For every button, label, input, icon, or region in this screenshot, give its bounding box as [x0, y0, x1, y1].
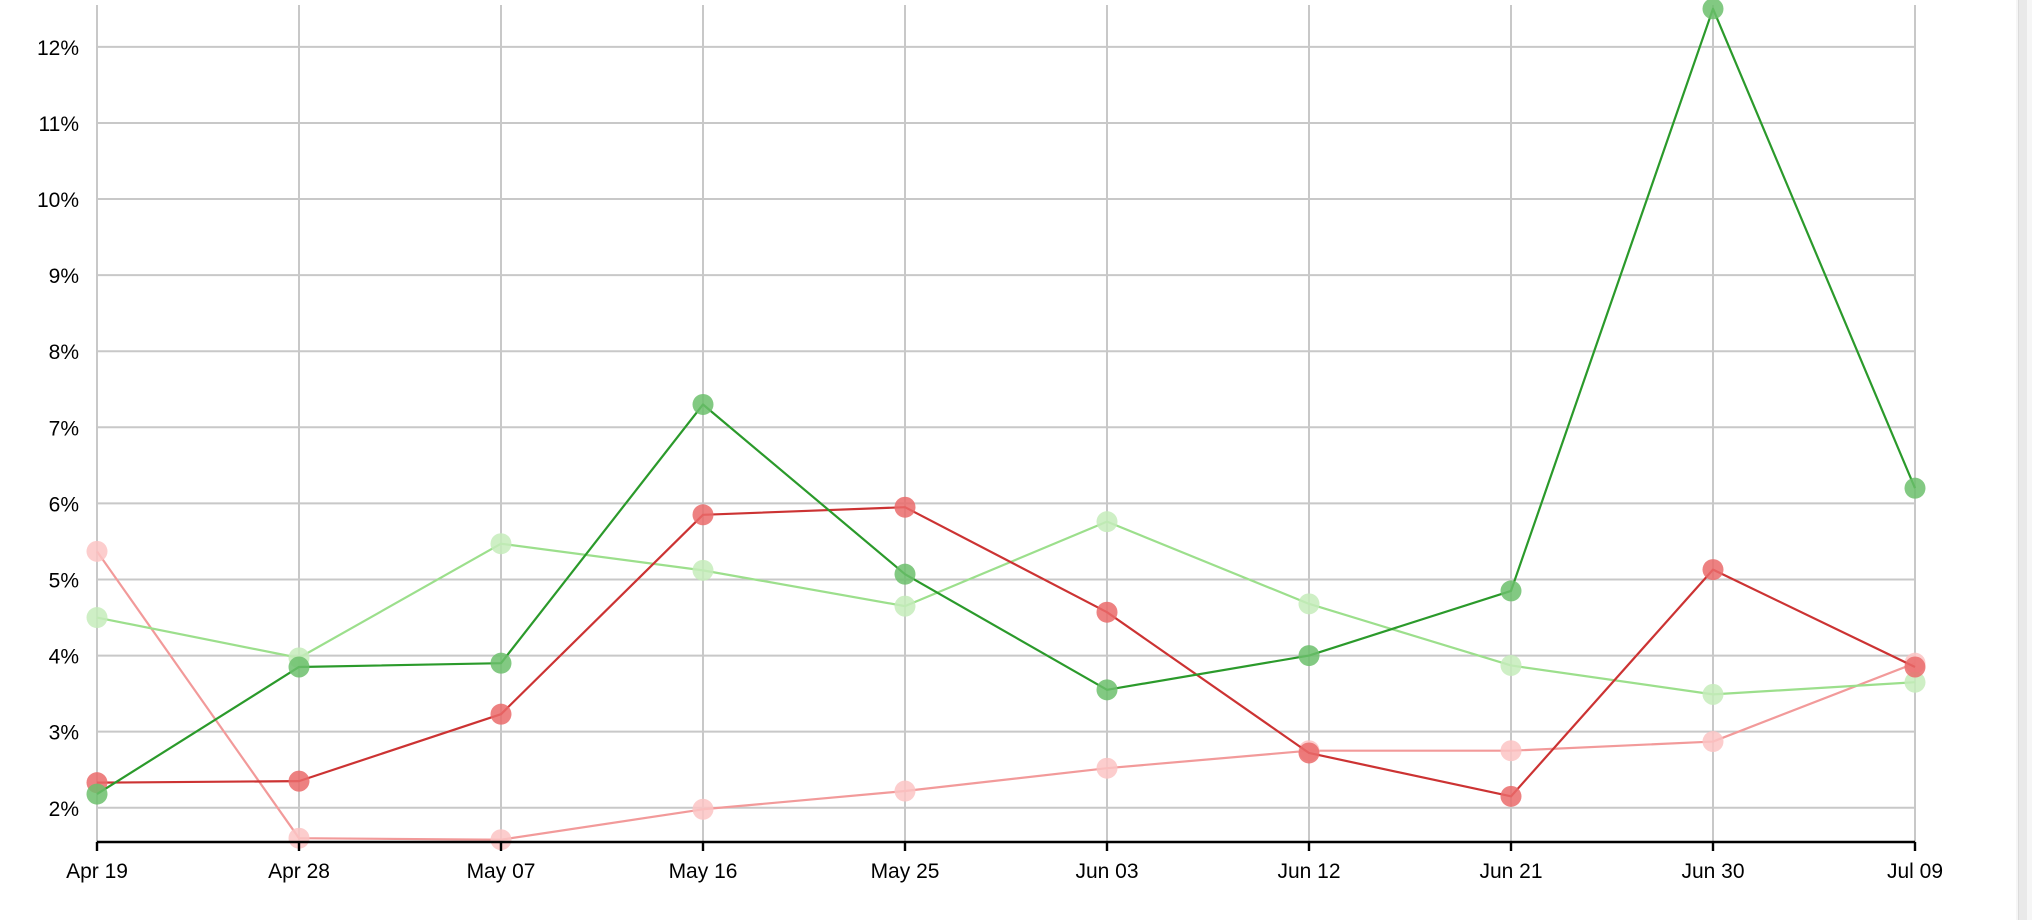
data-point[interactable]: [1298, 593, 1320, 615]
y-tick-label: 2%: [49, 798, 79, 821]
data-point[interactable]: [692, 504, 714, 526]
y-tick-label: 6%: [49, 493, 79, 516]
x-tick-label: Jul 09: [1887, 860, 1943, 883]
data-point[interactable]: [894, 595, 916, 617]
data-point[interactable]: [894, 780, 916, 802]
data-point[interactable]: [490, 829, 512, 851]
x-tick-label: May 25: [871, 860, 940, 883]
data-point[interactable]: [692, 393, 714, 415]
series-line: [96, 550, 1916, 841]
y-tick-label: 5%: [49, 569, 79, 592]
data-point[interactable]: [288, 770, 310, 792]
y-tick-label: 11%: [39, 113, 79, 136]
x-tick-label: Jun 03: [1075, 860, 1138, 883]
vertical-gridlines: [96, 5, 1916, 842]
data-point[interactable]: [1298, 742, 1320, 764]
data-point[interactable]: [86, 607, 108, 629]
series-2: [86, 511, 1926, 705]
data-point[interactable]: [1500, 785, 1522, 807]
data-point[interactable]: [1904, 656, 1926, 678]
x-tick-label: Apr 19: [66, 860, 128, 883]
scrollbar-thumb[interactable]: [2018, 0, 2027, 920]
x-axis-tick-labels: Apr 19 Apr 28 May 07 May 16 May 25 Jun 03 Jun …: [66, 860, 1943, 883]
x-tick-label: Jun 12: [1277, 860, 1340, 883]
data-point[interactable]: [894, 496, 916, 518]
data-point[interactable]: [1702, 0, 1724, 20]
data-point[interactable]: [1702, 683, 1724, 705]
y-tick-label: 9%: [49, 265, 79, 288]
x-tick-label: Jun 30: [1681, 860, 1744, 883]
y-tick-label: 10%: [37, 189, 79, 212]
data-point[interactable]: [1500, 654, 1522, 676]
data-point[interactable]: [1298, 645, 1320, 667]
y-tick-label: 4%: [49, 646, 79, 669]
data-point[interactable]: [1904, 477, 1926, 499]
x-tick-label: May 16: [669, 860, 738, 883]
x-tick-label: Jun 21: [1479, 860, 1542, 883]
series-line: [96, 506, 1916, 798]
x-axis: [95, 840, 1917, 851]
data-point[interactable]: [692, 798, 714, 820]
data-point[interactable]: [1500, 580, 1522, 602]
data-point[interactable]: [1702, 559, 1724, 581]
data-point[interactable]: [1904, 671, 1926, 693]
y-tick-label: 3%: [49, 722, 79, 745]
data-point[interactable]: [894, 563, 916, 585]
y-tick-label: 7%: [49, 417, 79, 440]
series-3: [86, 540, 1926, 851]
data-point[interactable]: [86, 783, 108, 805]
data-point[interactable]: [1096, 757, 1118, 779]
x-tick-label: Apr 28: [268, 860, 330, 883]
series-line: [96, 520, 1916, 696]
data-point[interactable]: [490, 533, 512, 555]
y-tick-label: 12%: [37, 37, 79, 60]
data-point[interactable]: [288, 827, 310, 849]
series-0: [86, 0, 1926, 805]
data-point[interactable]: [1096, 601, 1118, 623]
data-point[interactable]: [288, 656, 310, 678]
data-point[interactable]: [490, 703, 512, 725]
data-point[interactable]: [1096, 511, 1118, 533]
data-point[interactable]: [1500, 740, 1522, 762]
data-point[interactable]: [1096, 679, 1118, 701]
data-point[interactable]: [86, 540, 108, 562]
x-tick-label: May 07: [467, 860, 536, 883]
data-point[interactable]: [1702, 731, 1724, 753]
series-1: [86, 496, 1926, 807]
y-tick-label: 8%: [49, 341, 79, 364]
y-axis-tick-labels: 2% 3% 4% 5% 6% 7% 8% 9% 10% 11% 12%: [37, 37, 79, 821]
horizontal-gridlines: [97, 45, 1915, 809]
series-layer: [86, 0, 1926, 851]
data-point[interactable]: [692, 559, 714, 581]
data-point[interactable]: [490, 652, 512, 674]
series-line: [96, 7, 1917, 795]
